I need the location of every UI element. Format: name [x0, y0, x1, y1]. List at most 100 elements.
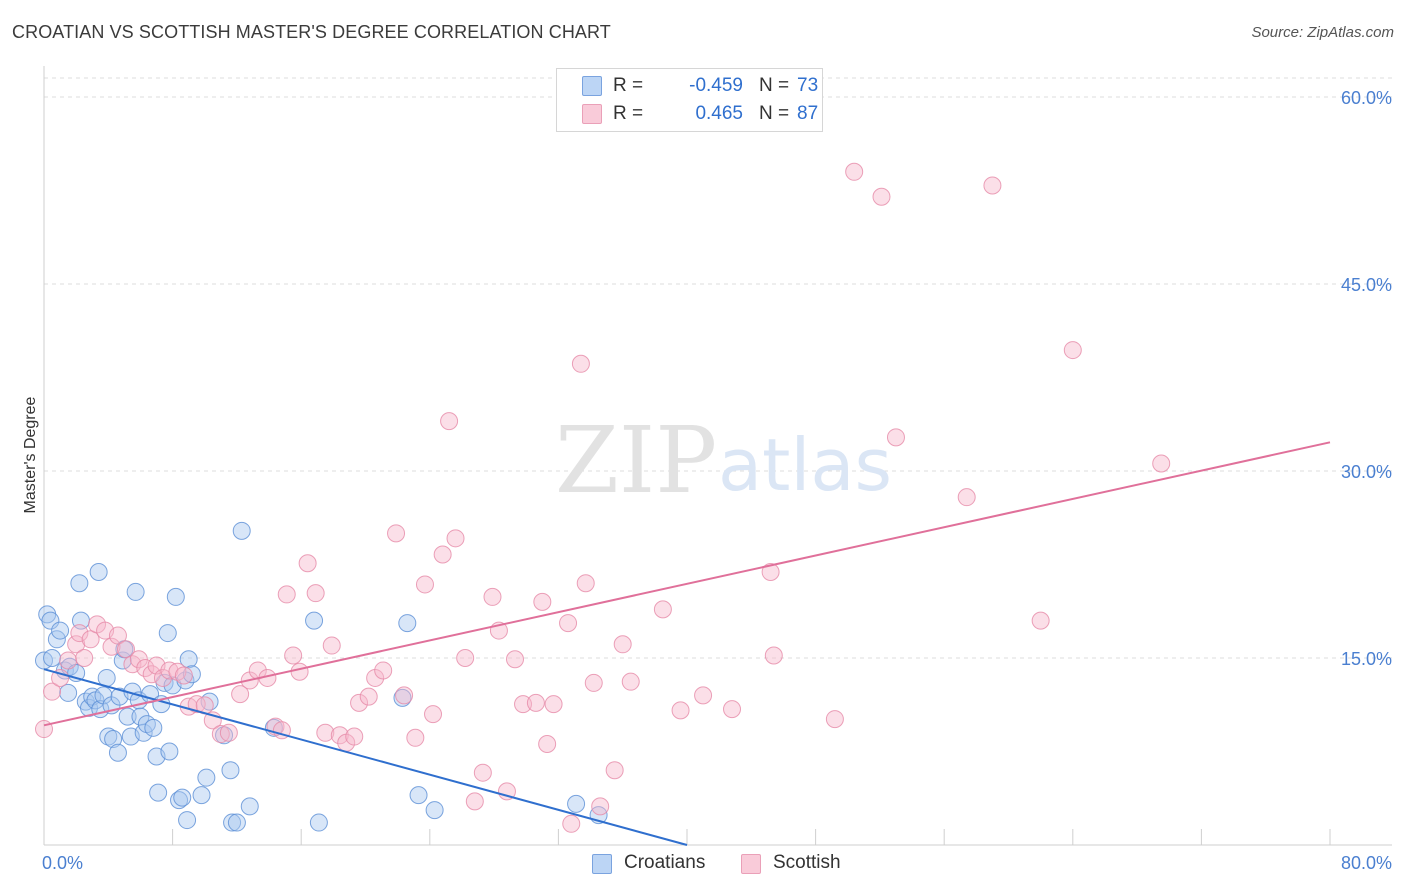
- point-scottish: [350, 693, 369, 712]
- point-scottish: [613, 635, 632, 654]
- trend-lines: [43, 441, 1331, 846]
- point-scottish: [694, 686, 713, 705]
- point-croatians: [113, 651, 132, 670]
- point-scottish: [306, 584, 325, 603]
- point-scottish: [761, 562, 780, 581]
- point-scottish: [653, 600, 672, 619]
- point-croatians: [197, 768, 216, 787]
- point-scottish: [219, 723, 238, 742]
- point-scottish: [845, 162, 864, 181]
- point-scottish: [43, 682, 62, 701]
- watermark-zip: ZIP: [555, 407, 717, 514]
- legend-n-value: 73: [797, 75, 819, 96]
- point-scottish: [284, 646, 303, 665]
- point-croatians: [309, 813, 328, 832]
- point-scottish: [1152, 454, 1171, 473]
- point-croatians: [240, 797, 259, 816]
- point-scottish: [116, 640, 135, 659]
- legend-n-label: N =: [759, 103, 790, 124]
- point-scottish: [424, 705, 443, 724]
- bottom-legend-label: Croatians: [624, 852, 706, 873]
- point-croatians: [70, 574, 89, 593]
- point-croatians: [160, 742, 179, 761]
- trend-line-croatians: [43, 668, 688, 846]
- point-croatians: [43, 649, 62, 667]
- x-tick-label-max: 80.0%: [1341, 853, 1392, 873]
- point-scottish: [81, 630, 100, 649]
- legend-swatch-pink: [582, 104, 602, 124]
- point-croatians: [305, 611, 324, 630]
- legend-r-value: -0.459: [689, 75, 743, 96]
- point-croatians: [192, 786, 211, 805]
- point-croatians: [41, 611, 60, 630]
- point-scottish: [584, 673, 603, 692]
- point-croatians: [51, 621, 70, 640]
- point-scottish: [562, 814, 581, 833]
- point-scottish: [359, 687, 378, 706]
- point-scottish: [174, 666, 193, 685]
- point-croatians: [409, 786, 428, 805]
- point-croatians: [59, 683, 78, 702]
- bottom-legend-swatch-pink: [741, 854, 761, 874]
- point-scottish: [59, 651, 78, 670]
- point-scottish: [723, 700, 742, 719]
- point-scottish: [825, 710, 844, 729]
- point-scottish: [983, 176, 1002, 195]
- point-scottish: [957, 488, 976, 507]
- point-scottish: [387, 524, 406, 543]
- point-croatians: [104, 730, 123, 749]
- point-croatians: [149, 783, 168, 802]
- point-croatians: [178, 811, 197, 830]
- point-scottish: [886, 428, 905, 447]
- point-scottish: [473, 763, 492, 782]
- y-axis-label: Master's Degree: [22, 396, 39, 513]
- watermark: ZIP atlas: [555, 407, 892, 514]
- trend-line-scottish: [43, 441, 1331, 727]
- y-tick-label: 45.0%: [1341, 275, 1392, 295]
- y-tick-label: 15.0%: [1341, 649, 1392, 669]
- point-croatians: [425, 801, 444, 820]
- bottom-legend-swatch-blue: [592, 854, 612, 874]
- point-croatians: [232, 521, 251, 540]
- point-croatians: [221, 761, 240, 780]
- point-scottish: [505, 650, 524, 669]
- point-scottish: [538, 735, 557, 754]
- legend-n-value: 87: [797, 103, 819, 124]
- point-croatians: [223, 813, 242, 832]
- point-scottish: [70, 624, 89, 643]
- gridlines: [44, 77, 1392, 659]
- point-scottish: [415, 575, 434, 594]
- point-scottish: [67, 635, 86, 654]
- point-croatians: [108, 743, 127, 762]
- point-scottish: [591, 797, 610, 816]
- point-scottish: [277, 585, 296, 604]
- y-tick-label: 30.0%: [1341, 462, 1392, 482]
- point-scottish: [440, 412, 459, 431]
- point-scottish: [872, 187, 891, 206]
- point-scottish: [102, 637, 121, 656]
- point-scottish: [671, 701, 690, 720]
- point-scottish: [571, 354, 590, 373]
- point-croatians: [227, 813, 246, 832]
- point-scottish: [395, 686, 414, 705]
- point-scottish: [526, 693, 545, 712]
- point-scottish: [621, 672, 640, 691]
- point-scottish: [576, 574, 595, 593]
- watermark-atlas: atlas: [718, 423, 892, 507]
- point-scottish: [51, 668, 70, 687]
- point-scottish: [533, 592, 552, 611]
- series-scottish: [35, 162, 1171, 833]
- tick-labels: 15.0% 30.0% 45.0% 60.0% 0.0% 80.0%: [42, 88, 1392, 873]
- legend-n-label: N =: [759, 75, 790, 96]
- legend-r-label: R =: [613, 75, 644, 96]
- legend-r-label: R =: [613, 103, 644, 124]
- point-scottish: [465, 792, 484, 811]
- point-croatians: [398, 614, 417, 633]
- point-croatians: [118, 707, 137, 726]
- chart-title: CROATIAN VS SCOTTISH MASTER'S DEGREE COR…: [12, 22, 611, 42]
- source-label: Source: ZipAtlas.com: [1251, 24, 1394, 41]
- point-croatians: [567, 794, 586, 813]
- point-scottish: [514, 695, 533, 714]
- point-scottish: [406, 728, 425, 747]
